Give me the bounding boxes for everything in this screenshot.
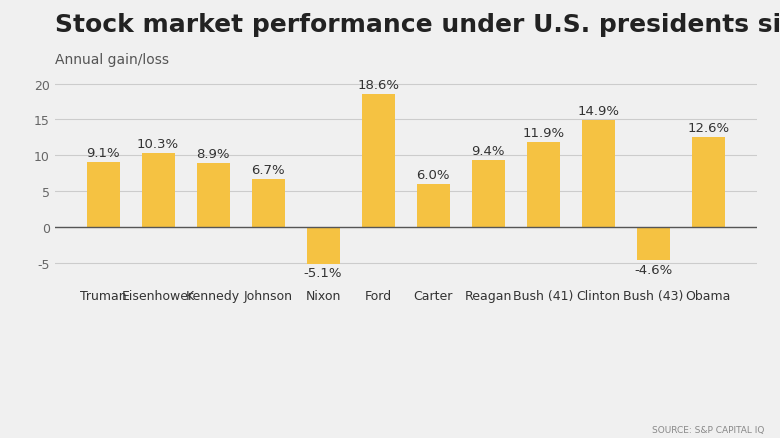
Text: SOURCE: S&P CAPITAL IQ: SOURCE: S&P CAPITAL IQ (652, 424, 764, 434)
Bar (87, 162, 119, 227)
Bar (197, 164, 229, 227)
Text: -4.6%: -4.6% (634, 263, 672, 276)
Text: -5.1%: -5.1% (304, 267, 342, 280)
Bar (692, 138, 725, 227)
Text: 14.9%: 14.9% (577, 105, 619, 118)
Text: 9.1%: 9.1% (87, 147, 120, 159)
Text: 10.3%: 10.3% (137, 138, 179, 151)
Bar (472, 160, 505, 227)
Bar (252, 180, 285, 227)
Text: 8.9%: 8.9% (197, 148, 230, 161)
Bar (636, 227, 670, 260)
Bar (417, 184, 449, 227)
Text: Stock market performance under U.S. presidents since 1945: Stock market performance under U.S. pres… (55, 13, 780, 37)
Text: 11.9%: 11.9% (522, 127, 564, 139)
Text: Annual gain/loss: Annual gain/loss (55, 53, 168, 67)
Bar (141, 154, 175, 227)
Bar (362, 95, 395, 227)
Text: 18.6%: 18.6% (357, 78, 399, 92)
Text: 12.6%: 12.6% (687, 121, 729, 134)
Text: 6.7%: 6.7% (251, 164, 285, 177)
Text: 9.4%: 9.4% (471, 145, 505, 157)
Bar (526, 142, 559, 227)
Bar (307, 227, 339, 264)
Bar (582, 121, 615, 227)
Text: 6.0%: 6.0% (417, 169, 450, 182)
